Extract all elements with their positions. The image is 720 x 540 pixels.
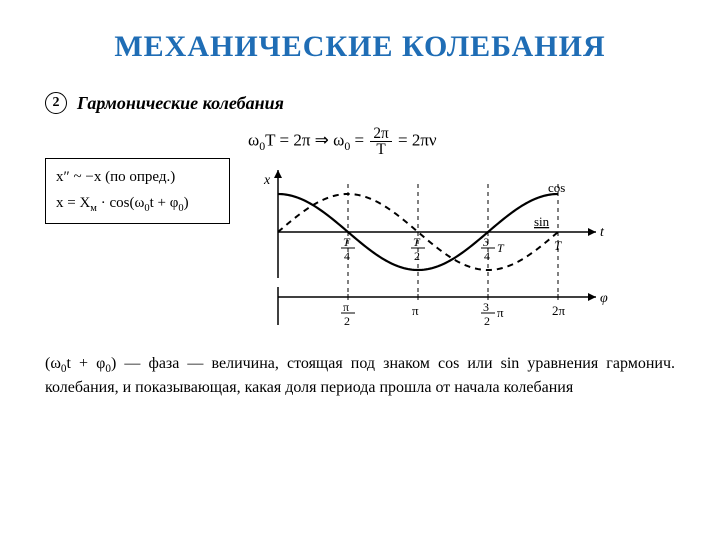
- svg-text:T: T: [413, 235, 421, 249]
- svg-text:φ: φ: [600, 291, 608, 306]
- eq-sub: м: [90, 203, 97, 214]
- svg-text:π: π: [412, 303, 419, 318]
- equation-box: x″ ~ −x (по опред.) x = Xм · cos(ω0t + φ…: [45, 158, 230, 224]
- svg-text:3: 3: [483, 300, 489, 314]
- frac-den: T: [373, 142, 388, 157]
- eq-line-1: x″ ~ −x (по опред.): [56, 165, 219, 191]
- svg-text:x: x: [263, 173, 271, 188]
- svg-text:4: 4: [484, 249, 490, 263]
- page-title: МЕХАНИЧЕСКИЕ КОЛЕБАНИЯ: [45, 30, 675, 64]
- phase-description: (ω0t + φ0) — фаза — величина, стоящая по…: [45, 353, 675, 399]
- oscillation-graph: xtcossinT4T234TTφπ2π32π2π: [248, 162, 608, 337]
- svg-text:T: T: [497, 241, 505, 255]
- svg-text:4: 4: [344, 249, 350, 263]
- f-frag: = 2πν: [394, 131, 437, 150]
- eq-frag: · cos(ω: [97, 195, 144, 211]
- content-row: x″ ~ −x (по опред.) x = Xм · cos(ω0t + φ…: [45, 126, 675, 337]
- d-frag: (ω: [45, 355, 61, 372]
- frac-num: 2π: [370, 126, 391, 142]
- svg-text:T: T: [343, 235, 351, 249]
- svg-text:π: π: [497, 305, 504, 320]
- section-number-badge: 2: [45, 92, 67, 114]
- f-frag: ω: [248, 131, 259, 150]
- svg-text:cos: cos: [548, 180, 565, 195]
- svg-text:t: t: [600, 225, 605, 240]
- f-frag: T = 2π ⇒ ω: [265, 131, 344, 150]
- eq-frag: x = X: [56, 195, 90, 211]
- svg-text:2π: 2π: [552, 303, 566, 318]
- d-frag: t + φ: [66, 355, 105, 372]
- f-frag: =: [350, 131, 368, 150]
- section-subtitle: Гармонические колебания: [77, 93, 284, 114]
- svg-text:2: 2: [484, 314, 490, 328]
- eq-line-2: x = Xм · cos(ω0t + φ0): [56, 191, 219, 218]
- svg-text:3: 3: [482, 235, 489, 249]
- svg-text:sin: sin: [534, 214, 550, 229]
- svg-text:2: 2: [414, 249, 420, 263]
- d-frag: ) — фаза — величина, стоящая под знаком …: [45, 355, 675, 396]
- section-header: 2 Гармонические колебания: [45, 92, 675, 114]
- svg-text:π: π: [343, 300, 349, 314]
- svg-text:T: T: [554, 238, 562, 253]
- angular-frequency-formula: ω0T = 2π ⇒ ω0 = 2πT = 2πν: [248, 126, 675, 158]
- svg-text:2: 2: [344, 314, 350, 328]
- eq-frag: ): [184, 195, 189, 211]
- eq-frag: t + φ: [150, 195, 179, 211]
- graph-column: ω0T = 2π ⇒ ω0 = 2πT = 2πν xtcossinT4T234…: [248, 126, 675, 337]
- fraction: 2πT: [370, 126, 391, 158]
